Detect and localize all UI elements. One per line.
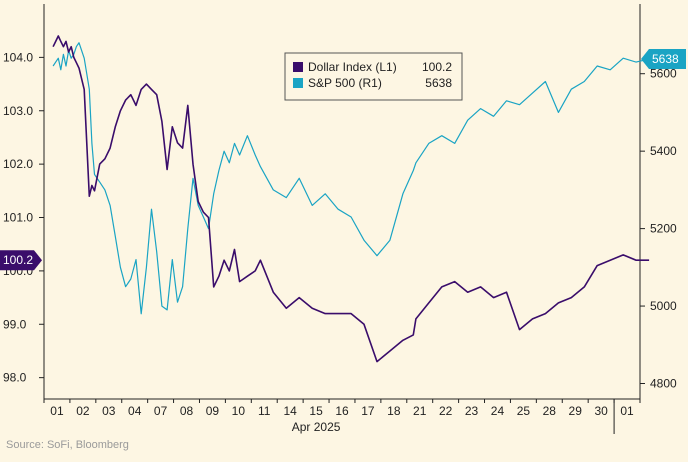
left-tick-label: 101.0 [3, 211, 33, 225]
legend-label: Dollar Index (L1) [308, 60, 397, 74]
last-value-tags: 100.2 5638 [0, 48, 686, 271]
x-tick-label: 28 [543, 404, 557, 418]
x-tick-label: 14 [283, 404, 297, 418]
source-note: Source: SoFi, Bloomberg [6, 439, 129, 451]
x-tick-label: 03 [102, 404, 116, 418]
right-tick-label: 5400 [650, 144, 677, 158]
legend-value: 5638 [425, 76, 452, 90]
x-tick-label: 25 [517, 404, 531, 418]
legend-swatch [293, 78, 303, 88]
x-tick-label: 04 [128, 404, 142, 418]
left-tick-label: 98.0 [3, 371, 27, 385]
x-tick-label: 22 [439, 404, 453, 418]
x-tick-label: 02 [76, 404, 90, 418]
legend-label: S&P 500 (R1) [308, 76, 382, 90]
x-tick-label: 09 [206, 404, 220, 418]
x-tick-label: 07 [154, 404, 168, 418]
left-tick-label: 104.0 [3, 50, 33, 64]
sp500-line [52, 42, 650, 315]
x-tick-label: 30 [594, 404, 608, 418]
sp500-last-value-text: 5638 [652, 52, 679, 66]
left-tick-label: 103.0 [3, 104, 33, 118]
left-tick-label: 102.0 [3, 157, 33, 171]
dollar-last-value-text: 100.2 [3, 253, 33, 267]
x-tick-label: 29 [569, 404, 583, 418]
x-tick-label: 15 [309, 404, 323, 418]
right-tick-label: 4800 [650, 377, 677, 391]
legend-value: 100.2 [422, 60, 452, 74]
legend-box [284, 52, 463, 101]
x-tick-label: 01 [620, 404, 634, 418]
right-tick-label: 5600 [650, 67, 677, 81]
x-tick-label: 23 [465, 404, 479, 418]
right-tick-label: 5000 [650, 299, 677, 313]
x-tick-label: 11 [258, 404, 271, 418]
dollar-index-line [52, 35, 650, 363]
sp500-last-value-tag [641, 48, 686, 69]
x-tick-label: 08 [180, 404, 194, 418]
x-tick-label: 21 [413, 404, 427, 418]
x-tick-label: 16 [335, 404, 349, 418]
axes: 98.099.0100.0101.0102.0103.0104.04800500… [3, 4, 677, 434]
x-tick-label: 18 [387, 404, 401, 418]
legend-swatch [293, 62, 303, 72]
legend: Dollar Index (L1) 100.2 S&P 500 (R1) 5638 [284, 52, 463, 101]
x-axis-title: Apr 2025 [292, 420, 341, 434]
series [52, 35, 650, 363]
x-tick-label: 24 [491, 404, 505, 418]
left-tick-label: 99.0 [3, 317, 27, 331]
x-tick-label: 10 [232, 404, 246, 418]
x-tick-label: 17 [361, 404, 375, 418]
dollar-last-value-tag [0, 250, 42, 271]
x-tick-label: 01 [50, 404, 64, 418]
right-tick-label: 5200 [650, 222, 677, 236]
